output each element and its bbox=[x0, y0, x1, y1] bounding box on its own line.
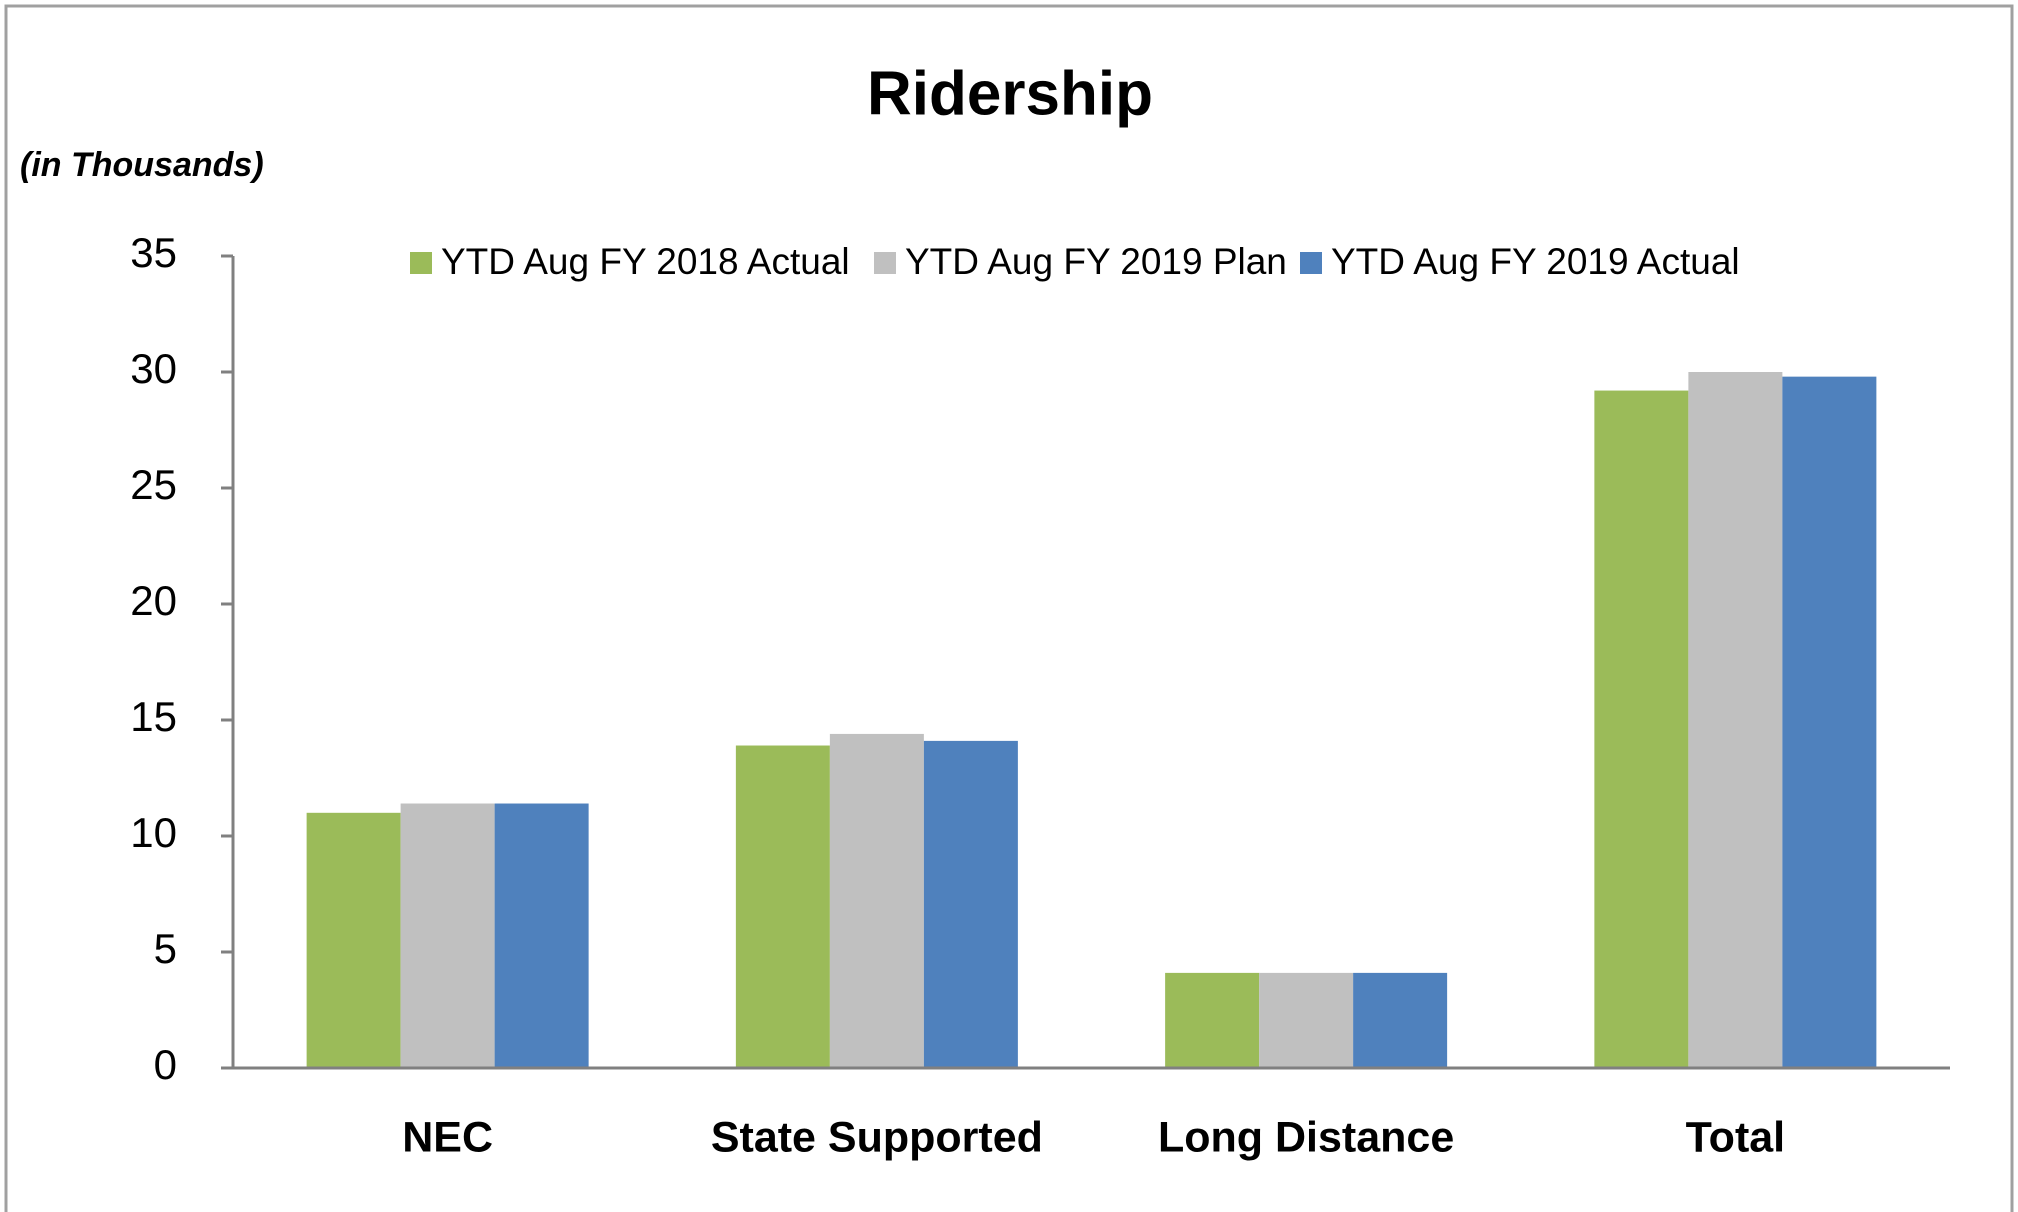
x-tick-label: Total bbox=[1686, 1113, 1786, 1161]
bar bbox=[1353, 972, 1448, 1068]
y-tick-label: 0 bbox=[154, 1041, 177, 1088]
x-tick-label: NEC bbox=[402, 1113, 493, 1161]
y-tick-label: 20 bbox=[130, 577, 177, 624]
bar bbox=[735, 745, 830, 1068]
y-tick-label: 30 bbox=[130, 345, 177, 392]
bar bbox=[1259, 972, 1354, 1068]
y-tick-label: 5 bbox=[154, 925, 177, 972]
y-tick-label: 15 bbox=[130, 693, 177, 740]
chart-subtitle: (in Thousands) bbox=[20, 146, 264, 184]
x-tick-label: State Supported bbox=[711, 1113, 1043, 1161]
legend-swatch bbox=[874, 252, 896, 274]
chart-frame bbox=[4, 4, 2014, 1212]
legend-label: YTD Aug FY 2019 Plan bbox=[905, 241, 1287, 282]
y-tick-label: 35 bbox=[130, 229, 177, 276]
y-tick-label: 10 bbox=[130, 809, 177, 856]
legend-swatch bbox=[410, 252, 432, 274]
y-tick-label: 25 bbox=[130, 461, 177, 508]
chart-title: Ridership bbox=[867, 59, 1153, 128]
bar bbox=[1688, 372, 1783, 1068]
bar bbox=[1782, 376, 1877, 1068]
bar bbox=[1165, 972, 1260, 1068]
legend-label: YTD Aug FY 2019 Actual bbox=[1331, 241, 1740, 282]
legend-swatch bbox=[1300, 252, 1322, 274]
legend-label: YTD Aug FY 2018 Actual bbox=[441, 241, 850, 282]
bar bbox=[829, 733, 924, 1068]
bar bbox=[400, 803, 495, 1068]
bar bbox=[1594, 390, 1689, 1068]
bar bbox=[306, 812, 401, 1068]
x-tick-label: Long Distance bbox=[1158, 1113, 1454, 1161]
bar bbox=[494, 803, 589, 1068]
bar bbox=[923, 740, 1018, 1068]
